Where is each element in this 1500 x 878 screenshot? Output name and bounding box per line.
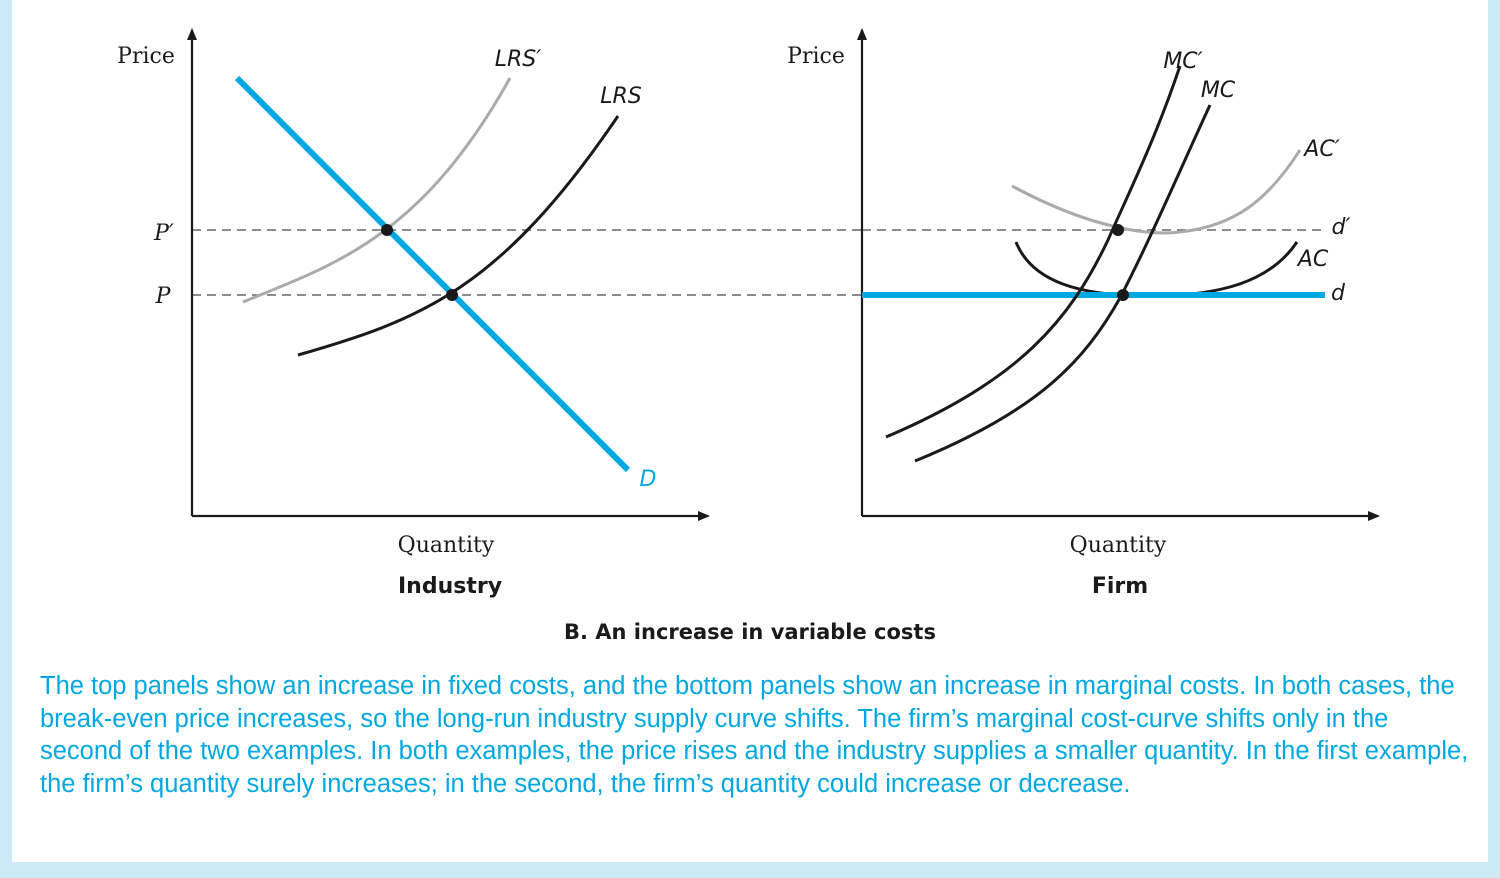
industry-equilibrium-new xyxy=(381,224,393,236)
lrs-curve xyxy=(297,115,620,357)
d-prime-label: d′ xyxy=(1332,215,1351,240)
lrs-prime-curve xyxy=(242,77,512,304)
mc-prime-curve xyxy=(885,65,1182,439)
price-label-high: P′ xyxy=(153,221,174,246)
demand-curve xyxy=(234,75,631,473)
industry-panel-title: Industry xyxy=(398,574,502,599)
firm-panel: Price MC′ MC AC′ d′ AC d Quantity Firm xyxy=(787,28,1380,599)
mc-prime-label: MC′ xyxy=(1163,49,1202,74)
industry-y-axis-label: Price xyxy=(117,44,175,69)
firm-point-new xyxy=(1112,224,1124,236)
industry-x-axis-label: Quantity xyxy=(398,533,495,558)
firm-point-old xyxy=(1117,289,1129,301)
industry-panel: Price P′ P LRS′ LRS D Quantity Industry xyxy=(117,28,862,599)
lrs-label: LRS xyxy=(600,84,642,109)
figure-panel: Price P′ P LRS′ LRS D Quantity Industry xyxy=(12,0,1488,862)
ac-prime-curve xyxy=(1011,149,1302,235)
figure-title: B. An increase in variable costs xyxy=(564,620,936,644)
firm-panel-title: Firm xyxy=(1092,574,1148,599)
ac-label: AC xyxy=(1296,247,1329,272)
firm-x-axis-label: Quantity xyxy=(1070,533,1167,558)
economics-diagram: Price P′ P LRS′ LRS D Quantity Industry xyxy=(117,28,1380,644)
mc-label: MC xyxy=(1201,78,1236,103)
ac-curve xyxy=(1014,241,1299,298)
lrs-prime-label: LRS′ xyxy=(495,47,542,72)
industry-equilibrium-old xyxy=(446,289,458,301)
d-label: d xyxy=(1331,281,1346,306)
firm-y-axis-label: Price xyxy=(787,44,845,69)
price-label-low: P xyxy=(155,284,172,309)
ac-prime-label: AC′ xyxy=(1302,137,1339,162)
demand-label: D xyxy=(640,467,657,492)
figure-caption: The top panels show an increase in fixed… xyxy=(40,672,1469,798)
